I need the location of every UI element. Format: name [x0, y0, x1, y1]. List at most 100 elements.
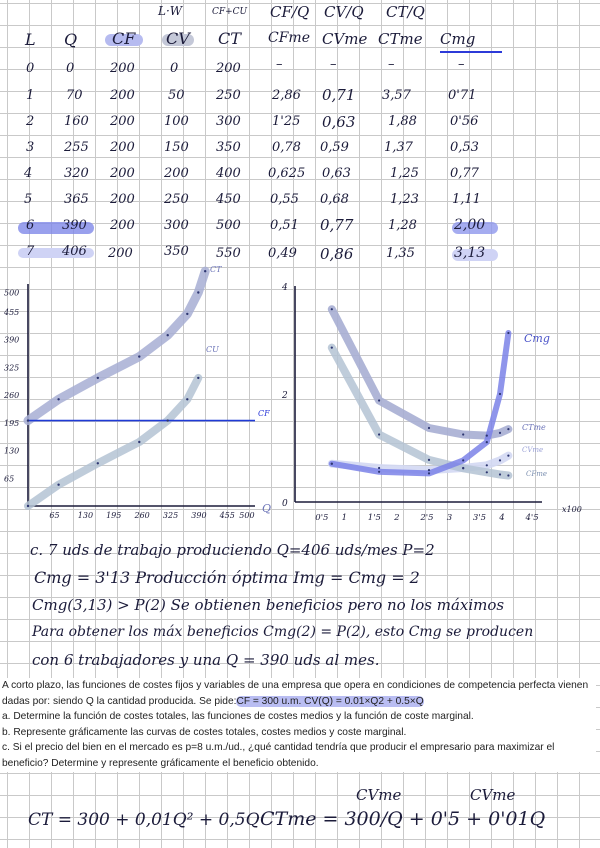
table-cell: 250	[216, 88, 241, 103]
highlight-row6	[18, 222, 94, 234]
table-cell: 0,49	[268, 246, 297, 261]
cfme-point	[330, 346, 333, 349]
x-tick-label: 455	[219, 511, 235, 520]
ctme-point	[462, 433, 465, 436]
cvme-label-1: CVme	[356, 786, 402, 804]
x-tick-label: 325	[163, 511, 178, 520]
table-cell: 150	[164, 140, 189, 155]
series-label-cvme: CVme	[522, 446, 543, 454]
ctme-point	[498, 431, 502, 434]
table-cell: 1,11	[452, 192, 481, 207]
ct-formula: CT = 300 + 0,01Q² + 0,5Q	[28, 810, 260, 830]
series-label-cfme: CFme	[526, 470, 547, 478]
cfme-point	[485, 471, 488, 474]
table-cell: 0	[170, 61, 179, 76]
y-tick-label: 2	[281, 391, 288, 401]
table-cell: –	[388, 57, 395, 72]
table-cell: 200	[110, 114, 135, 129]
cmg-point	[485, 441, 488, 444]
col-head-cfme: CFme	[268, 30, 310, 46]
cv-point	[197, 376, 200, 380]
formula-ct-cfcv: CF+CU	[212, 7, 248, 17]
table-cell: 0,63	[322, 113, 356, 131]
table-cell: 160	[64, 114, 89, 129]
table-cell: 0,63	[322, 166, 351, 181]
table-cell: 4	[24, 166, 33, 181]
highlight-row7	[18, 248, 94, 258]
col-head-q: Q	[64, 30, 78, 49]
x-axis-label: Q	[262, 502, 271, 515]
total-cost-chart: 500 455 390 325 260 195 130 65 65 130 195 260 325 390…	[3, 266, 271, 520]
table-cell: 0,68	[320, 192, 349, 207]
formula-cvme: CV/Q	[324, 3, 364, 21]
formula-cfme: CF/Q	[270, 3, 310, 21]
header-underline	[440, 51, 502, 53]
y-tick-label: 65	[4, 474, 14, 483]
table-cell: 0,59	[320, 140, 349, 155]
col-head-ctme: CTme	[378, 30, 423, 48]
x-tick-label: 65	[49, 511, 59, 520]
table-cell: 200	[216, 61, 241, 76]
series-label-cu: CU	[206, 345, 219, 354]
table-cell: 250	[164, 192, 189, 207]
note-line-4: Para obtener los máx beneficios Cmg(2) =…	[32, 624, 534, 640]
table-cell: 3,57	[382, 88, 411, 103]
x-tick-label: 2	[393, 513, 399, 523]
table-cell: 1'25	[272, 114, 301, 129]
table-cell: 350	[164, 244, 189, 259]
highlight-cf-header	[105, 34, 143, 46]
table-cell: 200	[110, 88, 135, 103]
table-cell: 50	[168, 88, 185, 103]
y-tick-label: 195	[4, 419, 19, 428]
note-line-2: Cmg = 3'13 Producción óptima Img = Cmg =…	[34, 568, 420, 587]
table-cell: 406	[62, 244, 87, 259]
cmg-point	[378, 470, 381, 473]
y-tick-label: 325	[4, 363, 19, 372]
table-cell: 200	[110, 192, 135, 207]
x-tick-label: 3'5	[473, 513, 486, 523]
ct-point	[138, 355, 141, 358]
table-cell: 70	[66, 88, 83, 103]
table-cell: 0,77	[450, 166, 479, 181]
y-tick-label: 0	[282, 499, 288, 509]
table-cell: 390	[62, 218, 87, 233]
table-cell: 2	[26, 114, 35, 129]
statement-part-b: b. Represente gráficamente las curvas de…	[2, 726, 407, 738]
cv-point	[57, 483, 60, 486]
series-label-cf: CF	[258, 409, 270, 418]
table-cell: 6	[26, 218, 35, 233]
x-tick-label: 2'5	[419, 513, 433, 523]
x-tick-label: 0'5	[315, 513, 328, 523]
table-cell: 200	[110, 140, 135, 155]
table-cell: 0	[26, 61, 35, 76]
table-cell: 400	[216, 166, 241, 181]
table-cell: 1,28	[388, 218, 417, 233]
table-cell: 365	[64, 192, 89, 207]
x-tick-label: 130	[78, 511, 93, 520]
series-label-cmg: Cmg	[524, 332, 550, 345]
table-cell: 2,00	[454, 217, 486, 233]
y-tick-label: 260	[3, 391, 19, 400]
ctme-point	[507, 428, 510, 431]
cmg-point	[498, 392, 502, 396]
note-line-5: con 6 trabajadores y una Q = 390 uds al …	[32, 651, 380, 669]
statement-intro-paragraph: A corto plazo, las funciones de costes f…	[2, 678, 596, 709]
formula-ctme: CT/Q	[386, 3, 425, 21]
cfme-point	[462, 467, 465, 470]
table-cell: 5	[24, 192, 33, 207]
table-cell: 1,25	[390, 166, 419, 181]
highlight-cmg-200	[452, 222, 498, 234]
table-cell: 0,71	[322, 86, 356, 104]
note-line-3: Cmg(3,13) > P(2) Se obtienen beneficios …	[32, 596, 505, 614]
y-tick-label: 4	[281, 283, 288, 293]
ct-point	[57, 398, 60, 401]
cmg-point	[507, 331, 510, 335]
ctme-point	[485, 434, 488, 437]
table-cell: 200	[108, 246, 133, 261]
ctme-curve	[327, 305, 513, 440]
left-chart-axes	[27, 284, 255, 507]
table-cell: 255	[64, 140, 89, 155]
cfme-point	[378, 433, 381, 436]
x-tick-label: 4'5	[525, 513, 539, 523]
ct-point	[204, 270, 207, 273]
